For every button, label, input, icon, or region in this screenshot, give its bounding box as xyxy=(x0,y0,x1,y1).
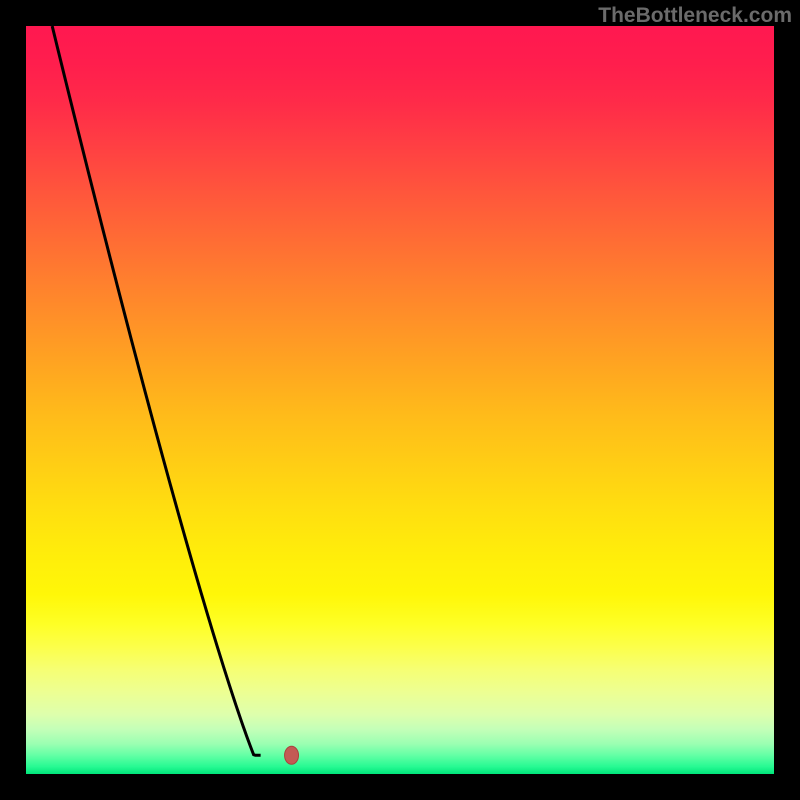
optimal-point-marker xyxy=(285,746,299,764)
chart-container: TheBottleneck.com xyxy=(0,0,800,800)
watermark-text: TheBottleneck.com xyxy=(598,4,792,28)
chart-background xyxy=(26,26,774,774)
bottleneck-chart xyxy=(0,0,800,800)
